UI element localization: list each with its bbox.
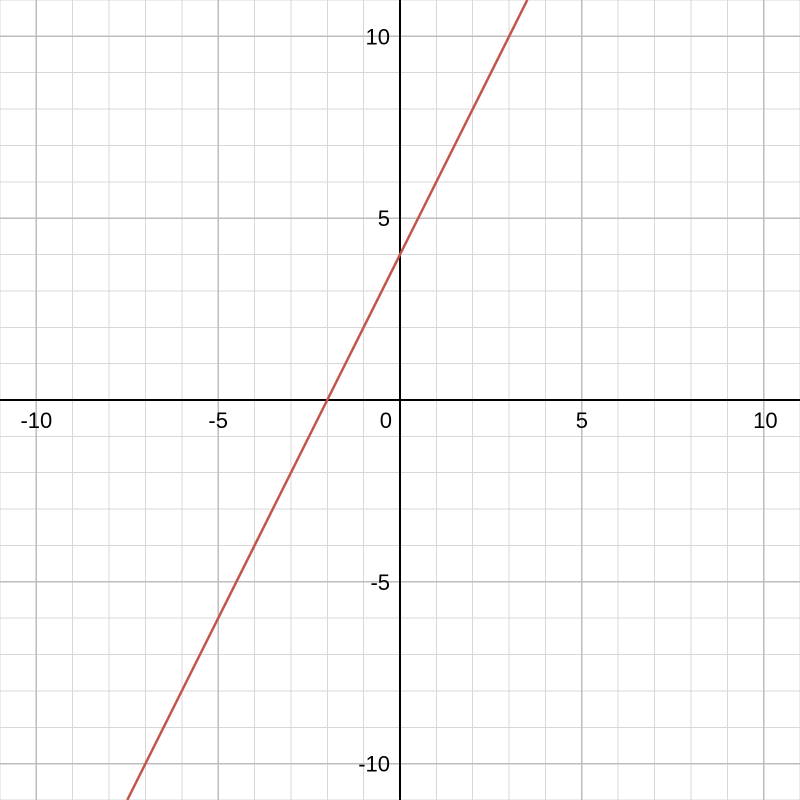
x-tick-label: 10 bbox=[753, 408, 777, 433]
x-tick-label: 0 bbox=[380, 408, 392, 433]
y-tick-label: -10 bbox=[358, 752, 390, 777]
x-tick-label: 5 bbox=[576, 408, 588, 433]
y-tick-label: 10 bbox=[366, 24, 390, 49]
coordinate-plane-chart: -10 -5 0 5 10 10 5 -5 -10 bbox=[0, 0, 800, 800]
y-tick-label: -5 bbox=[370, 570, 390, 595]
x-tick-label: -10 bbox=[20, 408, 52, 433]
y-tick-label: 5 bbox=[378, 206, 390, 231]
x-tick-label: -5 bbox=[208, 408, 228, 433]
